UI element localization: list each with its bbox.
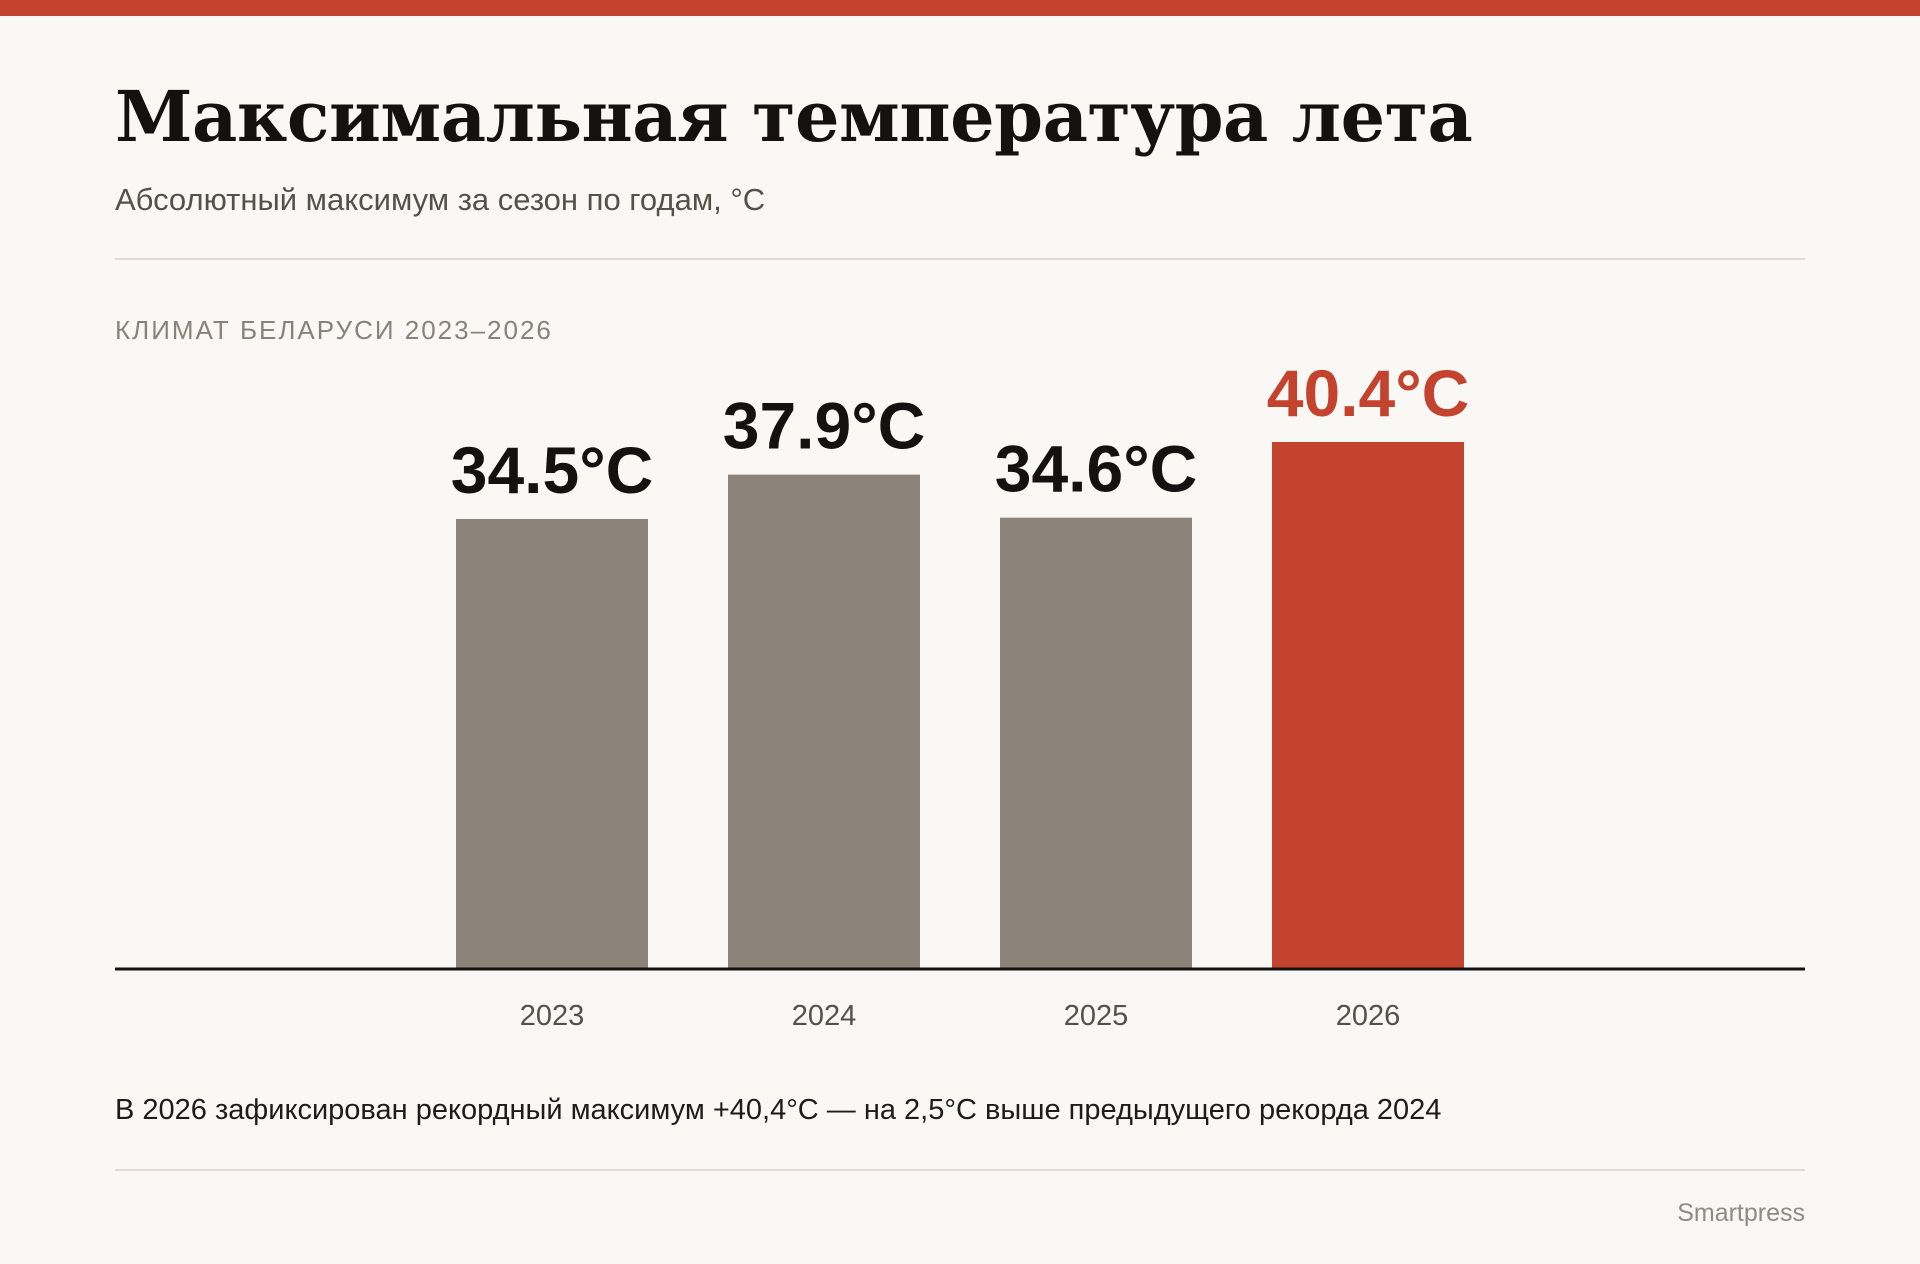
bar-2026 bbox=[1272, 442, 1464, 969]
chart-title: Максимальная температура лета bbox=[115, 75, 1473, 158]
bar-2024 bbox=[728, 474, 920, 969]
value-label-2026: 40.4°C bbox=[1267, 356, 1470, 430]
chart-subtitle: Абсолютный максимум за сезон по годам, °… bbox=[115, 182, 766, 217]
top-divider bbox=[115, 258, 1805, 260]
section-kicker: КЛИМАТ БЕЛАРУСИ 2023–2026 bbox=[115, 315, 553, 345]
bar-2023 bbox=[456, 518, 648, 969]
value-label-2023: 34.5°C bbox=[451, 433, 654, 507]
bar-2025 bbox=[1000, 517, 1192, 969]
chart-footnote: В 2026 зафиксирован рекордный максимум +… bbox=[115, 1094, 1442, 1126]
x-tick-label-2023: 2023 bbox=[520, 1000, 585, 1032]
bar-chart: 34.5°C 2023 37.9°C 2024 34.6°C 2025 40.4°C 2026 bbox=[115, 356, 1805, 1032]
source-credit: Smartpress bbox=[1677, 1199, 1805, 1227]
accent-top-bar bbox=[0, 0, 1920, 16]
x-tick-label-2026: 2026 bbox=[1336, 1000, 1401, 1032]
x-tick-label-2025: 2025 bbox=[1064, 1000, 1129, 1032]
value-label-2024: 37.9°C bbox=[723, 389, 926, 463]
value-label-2025: 34.6°C bbox=[995, 432, 1198, 506]
x-tick-label-2024: 2024 bbox=[792, 1000, 857, 1032]
bottom-divider bbox=[115, 1169, 1805, 1171]
